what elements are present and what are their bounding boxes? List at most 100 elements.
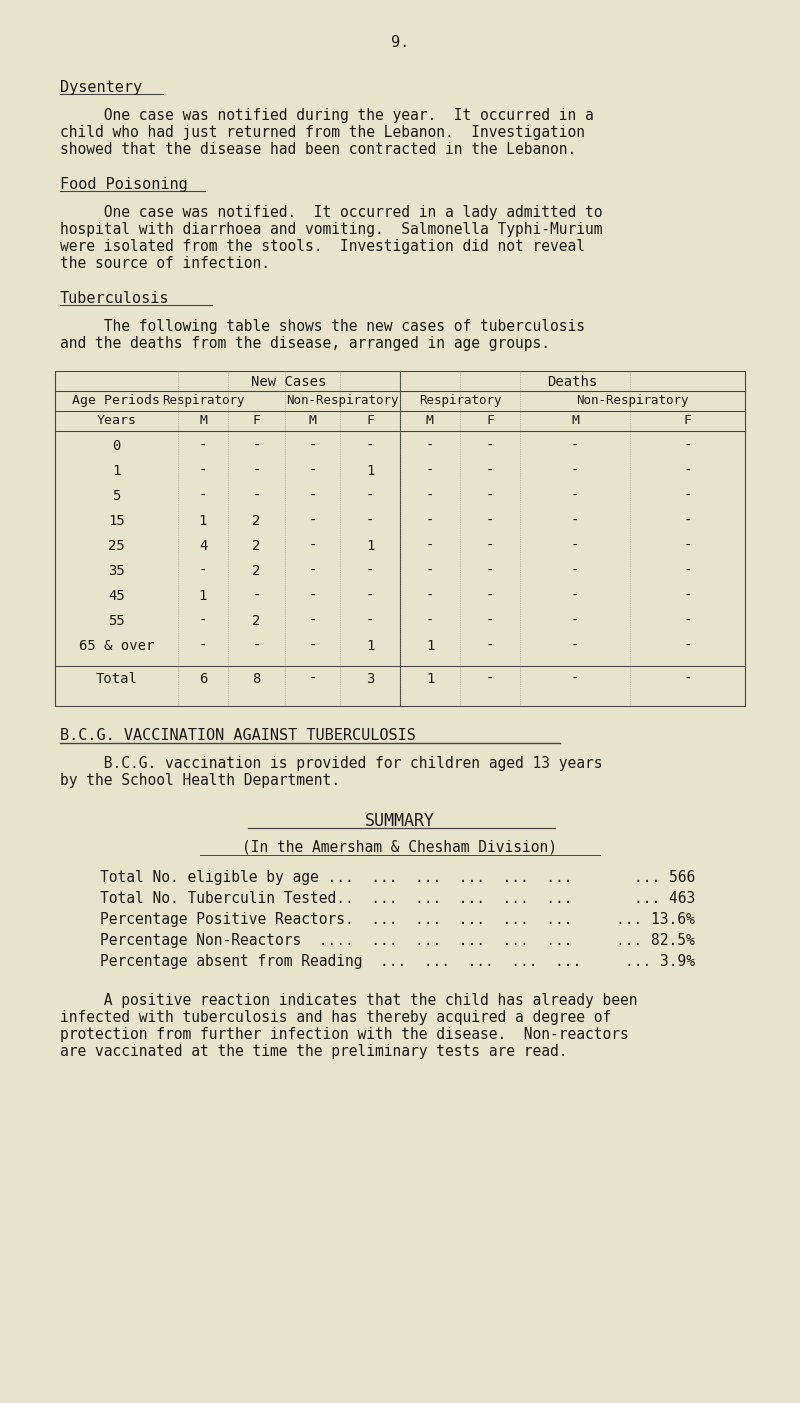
Text: Years: Years bbox=[97, 414, 137, 427]
Text: -: - bbox=[308, 672, 317, 686]
Text: -: - bbox=[199, 638, 207, 652]
Text: -: - bbox=[571, 490, 579, 504]
Text: -: - bbox=[683, 589, 692, 603]
Text: -: - bbox=[366, 490, 374, 504]
Text: -: - bbox=[252, 638, 261, 652]
Text: -: - bbox=[366, 439, 374, 453]
Text: -: - bbox=[366, 564, 374, 578]
Text: -: - bbox=[426, 513, 434, 528]
Text: 5: 5 bbox=[112, 490, 121, 504]
Text: M: M bbox=[199, 414, 207, 427]
Text: -: - bbox=[199, 615, 207, 629]
Text: 1: 1 bbox=[199, 513, 207, 528]
Text: hospital with diarrhoea and vomiting.  Salmonella Typhi-Murium: hospital with diarrhoea and vomiting. Sa… bbox=[60, 222, 602, 237]
Text: 15: 15 bbox=[108, 513, 125, 528]
Text: 45: 45 bbox=[108, 589, 125, 603]
Text: -: - bbox=[199, 464, 207, 478]
Text: -: - bbox=[486, 464, 494, 478]
Text: 35: 35 bbox=[108, 564, 125, 578]
Text: -: - bbox=[486, 513, 494, 528]
Text: -: - bbox=[252, 589, 261, 603]
Text: ... 13.6%: ... 13.6% bbox=[616, 912, 695, 927]
Text: -: - bbox=[426, 564, 434, 578]
Text: 55: 55 bbox=[108, 615, 125, 629]
Text: -: - bbox=[571, 672, 579, 686]
Text: M: M bbox=[309, 414, 317, 427]
Text: Total No. eligible by age ...  ...  ...  ...  ...  ...: Total No. eligible by age ... ... ... ..… bbox=[100, 870, 573, 885]
Text: -: - bbox=[486, 589, 494, 603]
Text: -: - bbox=[426, 589, 434, 603]
Text: Non-Respiratory: Non-Respiratory bbox=[576, 394, 689, 407]
Text: Percentage Non-Reactors  ....  ...  ...  ...  ...  ...: Percentage Non-Reactors .... ... ... ...… bbox=[100, 933, 573, 948]
Text: 1: 1 bbox=[112, 464, 121, 478]
Text: -: - bbox=[308, 615, 317, 629]
Text: New Cases: New Cases bbox=[251, 375, 326, 389]
Text: Age Periods: Age Periods bbox=[73, 394, 161, 407]
Text: M: M bbox=[571, 414, 579, 427]
Text: protection from further infection with the disease.  Non-reactors: protection from further infection with t… bbox=[60, 1027, 629, 1042]
Text: ... 82.5%: ... 82.5% bbox=[616, 933, 695, 948]
Text: B.C.G. VACCINATION AGAINST TUBERCULOSIS: B.C.G. VACCINATION AGAINST TUBERCULOSIS bbox=[60, 728, 416, 744]
Text: Tuberculosis: Tuberculosis bbox=[60, 290, 170, 306]
Text: -: - bbox=[199, 490, 207, 504]
Text: ... 463: ... 463 bbox=[634, 891, 695, 906]
Text: Non-Respiratory: Non-Respiratory bbox=[286, 394, 398, 407]
Text: -: - bbox=[486, 638, 494, 652]
Bar bbox=[55, 370, 745, 706]
Text: 2: 2 bbox=[252, 539, 261, 553]
Text: -: - bbox=[308, 638, 317, 652]
Text: 4: 4 bbox=[199, 539, 207, 553]
Text: -: - bbox=[571, 564, 579, 578]
Text: 1: 1 bbox=[366, 539, 374, 553]
Text: -: - bbox=[308, 439, 317, 453]
Text: -: - bbox=[426, 539, 434, 553]
Text: SUMMARY: SUMMARY bbox=[365, 812, 435, 831]
Text: 1: 1 bbox=[426, 672, 434, 686]
Text: -: - bbox=[683, 672, 692, 686]
Text: Dysentery: Dysentery bbox=[60, 80, 142, 95]
Text: -: - bbox=[199, 564, 207, 578]
Text: -: - bbox=[308, 539, 317, 553]
Text: 25: 25 bbox=[108, 539, 125, 553]
Text: 9.: 9. bbox=[391, 35, 409, 51]
Text: were isolated from the stools.  Investigation did not reveal: were isolated from the stools. Investiga… bbox=[60, 239, 585, 254]
Text: -: - bbox=[252, 439, 261, 453]
Text: M: M bbox=[426, 414, 434, 427]
Text: ... 566: ... 566 bbox=[634, 870, 695, 885]
Text: -: - bbox=[571, 439, 579, 453]
Text: -: - bbox=[252, 464, 261, 478]
Text: F: F bbox=[366, 414, 374, 427]
Text: -: - bbox=[308, 589, 317, 603]
Text: Percentage absent from Reading  ...  ...  ...  ...  ...: Percentage absent from Reading ... ... .… bbox=[100, 954, 582, 969]
Text: -: - bbox=[486, 615, 494, 629]
Text: 0: 0 bbox=[112, 439, 121, 453]
Text: -: - bbox=[426, 464, 434, 478]
Text: the source of infection.: the source of infection. bbox=[60, 255, 270, 271]
Text: -: - bbox=[486, 672, 494, 686]
Text: -: - bbox=[486, 439, 494, 453]
Text: by the School Health Department.: by the School Health Department. bbox=[60, 773, 340, 788]
Text: 3: 3 bbox=[366, 672, 374, 686]
Text: -: - bbox=[199, 439, 207, 453]
Text: -: - bbox=[486, 564, 494, 578]
Text: Percentage Positive Reactors.  ...  ...  ...  ...  ...: Percentage Positive Reactors. ... ... ..… bbox=[100, 912, 573, 927]
Text: Respiratory: Respiratory bbox=[418, 394, 502, 407]
Text: -: - bbox=[683, 464, 692, 478]
Text: and the deaths from the disease, arranged in age groups.: and the deaths from the disease, arrange… bbox=[60, 335, 550, 351]
Text: -: - bbox=[571, 638, 579, 652]
Text: One case was notified.  It occurred in a lady admitted to: One case was notified. It occurred in a … bbox=[60, 205, 602, 220]
Text: Deaths: Deaths bbox=[547, 375, 598, 389]
Text: 2: 2 bbox=[252, 513, 261, 528]
Text: Total No. Tuberculin Tested..  ...  ...  ...  ...  ...: Total No. Tuberculin Tested.. ... ... ..… bbox=[100, 891, 573, 906]
Text: showed that the disease had been contracted in the Lebanon.: showed that the disease had been contrac… bbox=[60, 142, 576, 157]
Text: 2: 2 bbox=[252, 564, 261, 578]
Text: Food Poisoning: Food Poisoning bbox=[60, 177, 188, 192]
Text: -: - bbox=[683, 539, 692, 553]
Text: -: - bbox=[486, 539, 494, 553]
Text: ... 3.9%: ... 3.9% bbox=[625, 954, 695, 969]
Text: -: - bbox=[571, 589, 579, 603]
Text: -: - bbox=[683, 490, 692, 504]
Text: -: - bbox=[366, 615, 374, 629]
Text: -: - bbox=[683, 564, 692, 578]
Text: The following table shows the new cases of tuberculosis: The following table shows the new cases … bbox=[60, 318, 585, 334]
